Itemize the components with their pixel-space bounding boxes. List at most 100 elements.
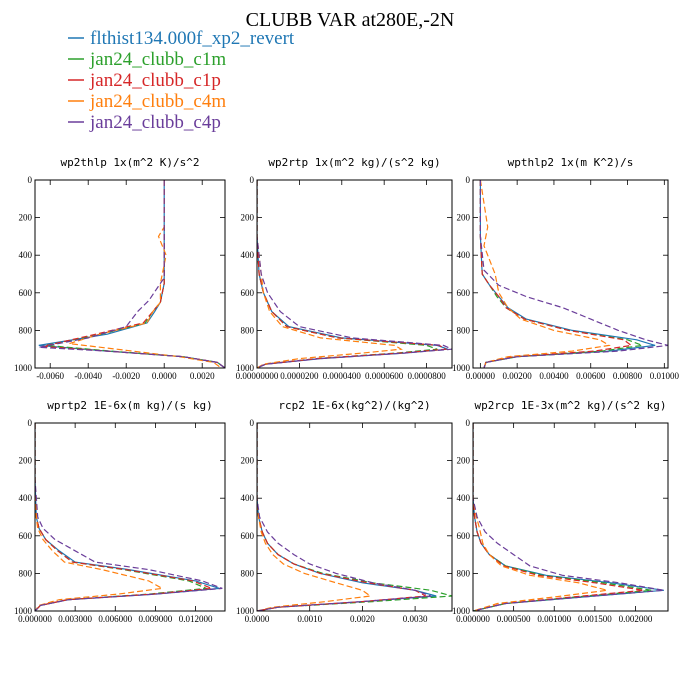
series-line xyxy=(257,423,428,611)
y-tick-label: 800 xyxy=(241,325,255,335)
panel-title: wpthlp2 1x(m K^2)/s xyxy=(508,156,634,169)
x-tick-label: 0.00400 xyxy=(539,371,569,381)
legend-label: jan24_clubb_c4p xyxy=(89,112,221,133)
plot-frame xyxy=(256,179,453,369)
y-tick-label: 0 xyxy=(28,418,33,428)
y-tick-label: 200 xyxy=(19,456,33,466)
series-line xyxy=(257,423,372,611)
series-group xyxy=(257,180,452,368)
x-tick-label: 0.00000 xyxy=(466,371,496,381)
x-tick-label: 0.00000000 xyxy=(236,371,279,381)
legend: flthist134.000f_xp2_revertjan24_clubb_c1… xyxy=(68,28,295,133)
series-line xyxy=(473,423,664,611)
x-tick-label: 0.0000 xyxy=(152,371,177,381)
y-tick-label: 0 xyxy=(466,418,471,428)
x-tick-label: 0.000500 xyxy=(497,614,531,624)
x-tick-label: 0.0000600 xyxy=(365,371,404,381)
x-tick-label: 0.0000400 xyxy=(323,371,362,381)
x-tick-label: -0.0060 xyxy=(36,371,64,381)
y-tick-label: 800 xyxy=(457,325,471,335)
x-tick-label: 0.001000 xyxy=(537,614,571,624)
series-line xyxy=(479,180,668,368)
y-tick-label: 400 xyxy=(457,250,471,260)
x-tick-label: 0.0020 xyxy=(350,614,375,624)
x-tick-label: -0.0040 xyxy=(74,371,102,381)
y-tick-label: 600 xyxy=(241,288,255,298)
chart-panel: rcp2 1E-6x(kg^2)/(kg^2) 0 200 400 600 800 1000… xyxy=(236,399,453,624)
series-group xyxy=(38,180,225,368)
x-tick-label: 0.0000 xyxy=(245,614,270,624)
x-tick-label: 0.0020 xyxy=(190,371,215,381)
chart-panel: wp2rcp 1E-3x(m^2 kg)/(s^2 kg)0 200 400 600 8… xyxy=(452,399,669,624)
series-group xyxy=(473,423,664,611)
plot-frame xyxy=(472,422,669,612)
x-tick-label: 0.012000 xyxy=(179,614,213,624)
x-tick-label: 0.003000 xyxy=(58,614,92,624)
x-tick-label: -0.0020 xyxy=(112,371,140,381)
y-tick-label: 600 xyxy=(457,531,471,541)
x-tick-label: 0.000000 xyxy=(456,614,490,624)
x-tick-label: 0.006000 xyxy=(98,614,132,624)
y-tick-label: 400 xyxy=(241,493,255,503)
y-tick-label: 800 xyxy=(457,568,471,578)
figure-title: CLUBB VAR at280E,-2N xyxy=(246,9,455,31)
series-line xyxy=(473,423,644,611)
y-tick-label: 400 xyxy=(19,250,33,260)
panel-title: wp2rcp 1E-3x(m^2 kg)/(s^2 kg) xyxy=(474,399,666,412)
x-tick-label: 0.0010 xyxy=(297,614,322,624)
x-tick-label: 0.009000 xyxy=(139,614,173,624)
y-tick-label: 800 xyxy=(241,568,255,578)
x-tick-label: 0.00800 xyxy=(613,371,643,381)
y-tick-label: 0 xyxy=(250,418,255,428)
panel-title: wprtp2 1E-6x(m kg)/(s kg) xyxy=(47,399,213,412)
y-tick-label: 800 xyxy=(19,325,33,335)
y-tick-label: 0 xyxy=(466,175,471,185)
series-group xyxy=(35,423,223,611)
plot-frame xyxy=(34,422,226,612)
y-tick-label: 600 xyxy=(19,288,33,298)
y-tick-label: 400 xyxy=(241,250,255,260)
legend-label: jan24_clubb_c1m xyxy=(89,49,226,70)
y-tick-label: 0 xyxy=(28,175,33,185)
series-line xyxy=(479,180,611,368)
plot-frame xyxy=(256,422,453,612)
y-tick-label: 1000 xyxy=(452,606,471,616)
x-tick-label: 0.00600 xyxy=(576,371,606,381)
legend-label: jan24_clubb_c1p xyxy=(89,70,221,91)
x-tick-label: 0.00200 xyxy=(503,371,533,381)
series-line xyxy=(257,180,452,368)
series-line xyxy=(257,423,432,611)
panel-title: wp2thlp 1x(m^2 K)/s^2 xyxy=(60,156,199,169)
series-line xyxy=(35,423,164,611)
y-tick-label: 800 xyxy=(19,568,33,578)
y-tick-label: 200 xyxy=(241,456,255,466)
plot-frame xyxy=(472,179,669,369)
x-tick-label: 0.0000200 xyxy=(280,371,319,381)
series-line xyxy=(69,180,222,368)
y-tick-label: 0 xyxy=(250,175,255,185)
y-tick-label: 1000 xyxy=(14,363,33,373)
chart-panel: wpthlp2 1x(m K^2)/s020040060080010000.00… xyxy=(452,156,679,381)
x-tick-label: 0.01000 xyxy=(650,371,680,381)
series-line xyxy=(38,180,225,368)
series-group xyxy=(479,180,668,368)
plot-frame xyxy=(34,179,226,369)
chart-panel: wprtp2 1E-6x(m kg)/(s kg) 0 200 400 600 800 10… xyxy=(14,399,226,624)
y-tick-label: 400 xyxy=(19,493,33,503)
y-tick-label: 600 xyxy=(457,288,471,298)
y-tick-label: 200 xyxy=(241,213,255,223)
panels: wp2thlp 1x(m^2 K)/s^202004006008001000-0… xyxy=(14,156,679,624)
series-line xyxy=(473,423,608,611)
y-tick-label: 200 xyxy=(457,456,471,466)
chart-panel: wp2rtp 1x(m^2 kg)/(s^2 kg) 0 200 400 600 800 1… xyxy=(236,156,453,381)
panel-title: rcp2 1E-6x(kg^2)/(kg^2) xyxy=(278,399,430,412)
x-tick-label: 0.002000 xyxy=(619,614,653,624)
y-tick-label: 1000 xyxy=(14,606,33,616)
y-tick-label: 1000 xyxy=(236,606,255,616)
x-tick-label: 0.001500 xyxy=(578,614,612,624)
y-tick-label: 200 xyxy=(457,213,471,223)
y-tick-label: 1000 xyxy=(236,363,255,373)
y-tick-label: 600 xyxy=(19,531,33,541)
